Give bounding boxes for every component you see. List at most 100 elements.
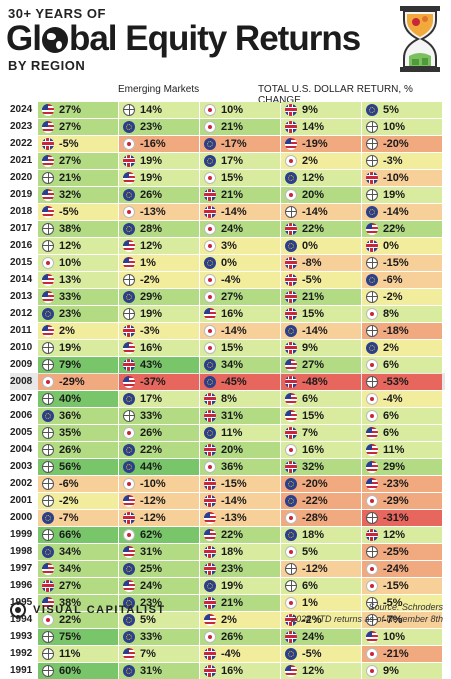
return-value: 22% (383, 222, 406, 235)
japan-flag-icon (204, 273, 216, 286)
eu-flag-icon (123, 222, 135, 235)
return-value: 22% (221, 528, 244, 541)
return-value: 34% (59, 545, 82, 558)
globe-icon (366, 596, 378, 609)
return-value: -10% (383, 171, 409, 184)
title-prefix: Gl (6, 19, 42, 58)
return-cell: 24% (119, 577, 199, 594)
return-cell: 8% (200, 390, 280, 407)
uk-flag-icon (42, 137, 54, 150)
uk-flag-icon (366, 528, 378, 541)
japan-flag-icon (42, 256, 54, 269)
globe-icon (285, 205, 297, 218)
return-value: 29% (383, 460, 406, 473)
return-cell: -4% (362, 390, 442, 407)
return-cell: 36% (38, 407, 118, 424)
year-label: 2020 (10, 172, 33, 183)
us-flag-icon (366, 443, 378, 456)
return-cell: 15% (281, 305, 361, 322)
year-label: 2018 (10, 206, 33, 217)
return-value: 10% (383, 120, 406, 133)
return-value: 5% (383, 103, 399, 116)
return-cell: 23% (119, 118, 199, 135)
return-value: -16% (140, 137, 166, 150)
table-row: 1995 38% 23% 21% 1% -5% (10, 594, 445, 611)
return-value: 17% (221, 154, 244, 167)
return-cell: 27% (38, 118, 118, 135)
table-row: 1996 27% 24% 19% 6% -15% (10, 577, 445, 594)
japan-flag-icon (204, 324, 216, 337)
us-flag-icon (42, 154, 54, 167)
return-value: 18% (302, 528, 325, 541)
table-row: 2023 27% 23% 21% 14% 10% (10, 118, 445, 135)
us-flag-icon (366, 460, 378, 473)
return-cell: 23% (38, 305, 118, 322)
return-value: 15% (221, 341, 244, 354)
return-cell: 12% (38, 237, 118, 254)
us-flag-icon (366, 630, 378, 643)
uk-flag-icon (204, 477, 216, 490)
return-cell: 6% (281, 577, 361, 594)
return-value: 35% (59, 426, 82, 439)
uk-flag-icon (204, 664, 216, 677)
return-value: -12% (140, 511, 166, 524)
return-value: 22% (59, 613, 82, 626)
table-row: 1997 34% 25% 23% -12% -24% (10, 560, 445, 577)
return-cell: 22% (119, 441, 199, 458)
brand-name: VISUAL CAPITALIST (33, 604, 166, 616)
japan-flag-icon (204, 120, 216, 133)
return-cell: 0% (281, 237, 361, 254)
uk-flag-icon (285, 103, 297, 116)
table-row: 2013 33% 29% 27% 21% -2% (10, 288, 445, 305)
table-row: 1999 66% 62% 22% 18% 12% (10, 526, 445, 543)
return-cell: 14% (281, 118, 361, 135)
return-cell: -5% (281, 271, 361, 288)
eu-flag-icon (123, 630, 135, 643)
return-cell: -14% (281, 203, 361, 220)
return-value: -22% (302, 494, 328, 507)
japan-flag-icon (204, 103, 216, 116)
return-cell: 11% (38, 645, 118, 662)
year-label: 2005 (10, 427, 33, 438)
return-value: 27% (59, 154, 82, 167)
return-cell: 21% (200, 118, 280, 135)
return-cell: 33% (119, 407, 199, 424)
uk-flag-icon (204, 443, 216, 456)
return-value: -53% (383, 375, 409, 388)
us-flag-icon (42, 596, 54, 609)
table-row: 2021 27% 19% 17% 2% -3% (10, 152, 445, 169)
return-cell: -5% (362, 594, 442, 611)
eu-flag-icon (204, 426, 216, 439)
return-cell: 27% (281, 356, 361, 373)
eu-flag-icon (285, 647, 297, 660)
return-value: -5% (383, 596, 403, 609)
return-cell: 26% (119, 424, 199, 441)
return-cell: -29% (38, 373, 118, 390)
us-flag-icon (285, 392, 297, 405)
return-value: -14% (302, 324, 328, 337)
japan-flag-icon (285, 188, 297, 201)
return-cell: 24% (200, 220, 280, 237)
uk-flag-icon (204, 647, 216, 660)
eu-flag-icon (123, 443, 135, 456)
return-value: 19% (221, 579, 244, 592)
table-row: 2020 21% 19% 15% 12% -10% (10, 169, 445, 186)
return-value: 2% (221, 613, 237, 626)
year-label: 2009 (10, 359, 33, 370)
return-value: -14% (383, 205, 409, 218)
return-cell: -13% (200, 509, 280, 526)
return-cell: 27% (200, 288, 280, 305)
return-cell: 27% (38, 152, 118, 169)
uk-flag-icon (285, 613, 297, 626)
table-row: 2012 23% 19% 16% 15% 8% (10, 305, 445, 322)
return-value: 10% (221, 103, 244, 116)
year-label: 2014 (10, 274, 33, 285)
return-value: 3% (221, 239, 237, 252)
return-value: 38% (59, 222, 82, 235)
table-row: 2017 38% 28% 24% 22% 22% (10, 220, 445, 237)
return-value: 27% (59, 120, 82, 133)
return-value: 22% (140, 443, 163, 456)
return-value: 9% (302, 341, 318, 354)
globe-icon (42, 426, 54, 439)
return-value: 15% (302, 409, 325, 422)
